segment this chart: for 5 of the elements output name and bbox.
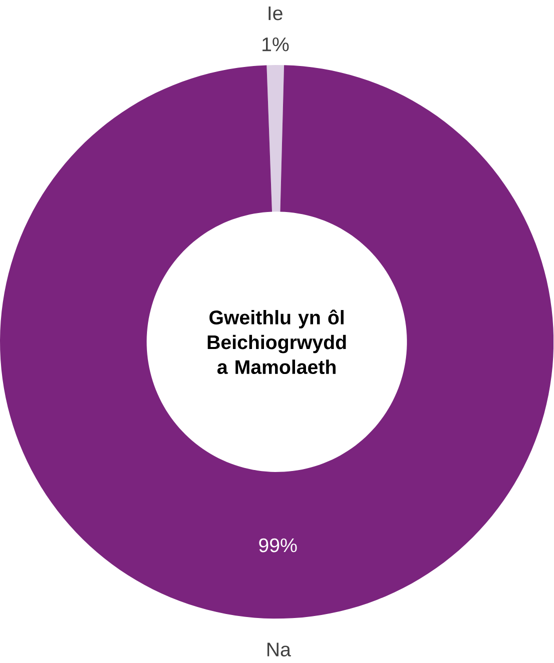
- data-label: 1%: [262, 38, 289, 52]
- slice-label: Na: [268, 642, 292, 656]
- slice-label: Ie: [268, 6, 283, 20]
- text: Gweithlu yn ôl Beichiogrwydd a Mamolaeth: [208, 310, 346, 374]
- data-label: 99%: [259, 538, 298, 552]
